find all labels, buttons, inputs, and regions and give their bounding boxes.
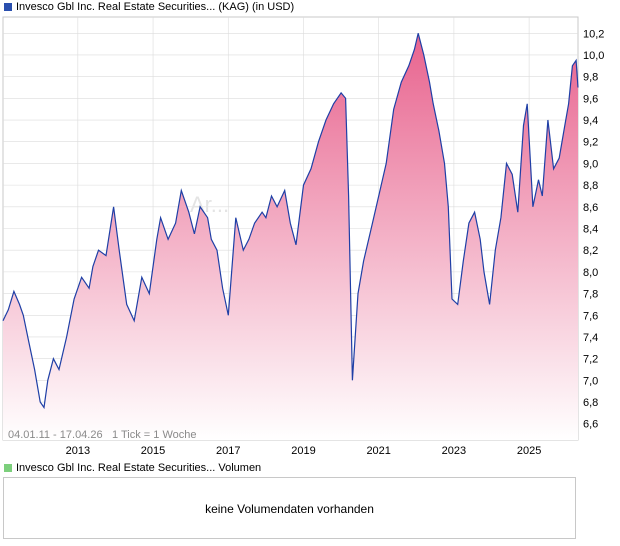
no-volume-message: keine Volumendaten vorhanden <box>205 502 374 516</box>
y-tick-label: 7,8 <box>583 289 598 301</box>
x-tick-label: 2021 <box>366 445 390 457</box>
y-tick-label: 9,8 <box>583 72 598 84</box>
volume-legend-label: Invesco Gbl Inc. Real Estate Securities.… <box>16 462 262 474</box>
y-tick-label: 8,8 <box>583 180 598 192</box>
y-tick-label: 9,6 <box>583 93 598 105</box>
volume-legend-swatch <box>4 464 12 472</box>
y-tick-label: 8,6 <box>583 202 598 214</box>
y-tick-label: 6,8 <box>583 397 598 409</box>
y-tick-label: 9,0 <box>583 158 598 170</box>
volume-legend: Invesco Gbl Inc. Real Estate Securities.… <box>4 461 261 475</box>
tick-info-label: 1 Tick = 1 Woche <box>112 429 196 441</box>
y-tick-label: 9,2 <box>583 137 598 149</box>
price-line <box>2 33 579 410</box>
y-tick-label: 7,6 <box>583 310 598 322</box>
watermark: Ar... <box>190 192 229 217</box>
y-tick-label: 9,4 <box>583 115 598 127</box>
x-tick-label: 2015 <box>141 445 165 457</box>
y-tick-label: 7,0 <box>583 375 598 387</box>
price-legend-label: Invesco Gbl Inc. Real Estate Securities.… <box>16 1 295 13</box>
y-tick-label: 8,0 <box>583 267 598 279</box>
price-area-fill <box>3 33 578 441</box>
price-legend: Invesco Gbl Inc. Real Estate Securities.… <box>4 0 294 14</box>
y-tick-label: 8,4 <box>583 224 598 236</box>
y-tick-label: 8,2 <box>583 245 598 257</box>
x-tick-label: 2013 <box>66 445 90 457</box>
x-tick-label: 2023 <box>442 445 466 457</box>
date-range-label: 04.01.11 - 17.04.26 <box>8 429 103 441</box>
volume-chart: keine Volumendaten vorhanden <box>3 477 576 539</box>
x-axis-ticks: 2013 2015 2017 2019 2021 2023 2025 <box>66 445 542 457</box>
price-legend-swatch <box>4 3 12 11</box>
x-tick-label: 2025 <box>517 445 541 457</box>
y-tick-label: 6,6 <box>583 419 598 431</box>
x-tick-label: 2017 <box>216 445 240 457</box>
x-tick-label: 2019 <box>291 445 315 457</box>
y-tick-label: 10,0 <box>583 50 604 62</box>
price-chart: Ar... 6,6 6,8 7,0 7,2 7,4 7,6 7,8 8,0 8,2 8,4 8,6 8… <box>2 16 604 457</box>
y-tick-label: 10,2 <box>583 28 604 40</box>
y-axis-ticks: 6,6 6,8 7,0 7,2 7,4 7,6 7,8 8,0 8,2 8,4 8,6 8,8 9,0 9… <box>583 28 604 430</box>
y-tick-label: 7,2 <box>583 354 598 366</box>
y-tick-label: 7,4 <box>583 332 598 344</box>
